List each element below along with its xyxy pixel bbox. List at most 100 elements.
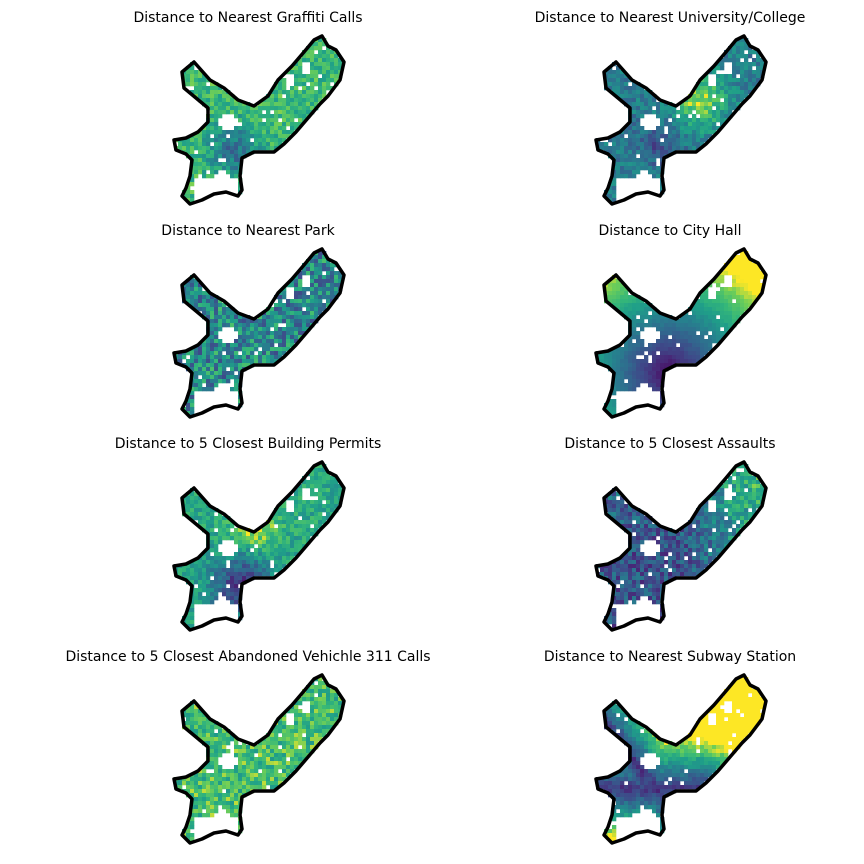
heat-cell	[294, 500, 299, 505]
heat-cell	[652, 785, 657, 790]
heat-cell	[728, 319, 733, 324]
heat-cell	[298, 761, 303, 766]
heat-cell	[612, 777, 617, 782]
heat-cell	[306, 323, 311, 328]
heat-cell	[668, 785, 673, 790]
heat-cell	[238, 536, 243, 541]
heat-cell	[732, 62, 737, 67]
heat-cell	[202, 512, 207, 517]
heat-cell	[314, 685, 319, 690]
heat-cell	[632, 516, 637, 521]
heat-cell	[222, 536, 227, 541]
heat-cell	[282, 725, 287, 730]
heat-cell	[298, 524, 303, 529]
heat-cell	[206, 508, 211, 513]
heat-cell	[242, 789, 247, 794]
heat-cell	[330, 279, 335, 284]
heat-cell	[720, 745, 725, 750]
heat-cell	[302, 697, 307, 702]
heat-cell	[222, 797, 227, 802]
heat-cell	[736, 58, 741, 63]
heat-cell	[692, 102, 697, 107]
heat-cell	[282, 741, 287, 746]
heat-cell	[270, 347, 275, 352]
heat-cell	[242, 331, 247, 336]
heat-cell	[282, 753, 287, 758]
heat-cell	[740, 701, 745, 706]
heat-cell	[322, 693, 327, 698]
heat-cell	[266, 769, 271, 774]
heat-cell	[704, 540, 709, 545]
heat-cell	[748, 90, 753, 95]
heat-cell	[632, 166, 637, 171]
heat-cell	[656, 367, 661, 372]
heat-cell	[318, 685, 323, 690]
heat-cell	[668, 761, 673, 766]
heat-cell	[294, 536, 299, 541]
heat-cell	[688, 343, 693, 348]
heat-cell	[238, 106, 243, 111]
heat-cell	[644, 379, 649, 384]
heat-cell	[600, 355, 605, 360]
heat-cell	[620, 496, 625, 501]
heat-cell	[294, 753, 299, 758]
heat-cell	[270, 307, 275, 312]
heat-cell	[660, 536, 665, 541]
heat-cell	[218, 134, 223, 139]
heat-cell	[286, 741, 291, 746]
heat-cell	[286, 737, 291, 742]
heat-cell	[724, 713, 729, 718]
heat-cell	[234, 126, 239, 131]
heat-cell	[744, 259, 749, 264]
heat-cell	[306, 106, 311, 111]
heat-cell	[700, 98, 705, 103]
heat-cell	[222, 564, 227, 569]
heat-cell	[242, 777, 247, 782]
heat-cell	[202, 813, 207, 818]
heat-cell	[322, 689, 327, 694]
heat-cell	[198, 90, 203, 95]
heat-cell	[306, 689, 311, 694]
heat-cell	[210, 82, 215, 87]
heat-cell	[636, 158, 641, 163]
heat-cell	[190, 496, 195, 501]
heat-cell	[282, 126, 287, 131]
heat-cell	[250, 773, 255, 778]
heat-cell	[640, 94, 645, 99]
heat-cell	[270, 540, 275, 545]
heat-cell	[302, 717, 307, 722]
heat-cell	[616, 359, 621, 364]
heat-cell	[740, 464, 745, 469]
heat-cell	[218, 729, 223, 734]
heat-cell	[700, 753, 705, 758]
heat-cell	[652, 347, 657, 352]
heat-cell	[732, 106, 737, 111]
heat-cell	[334, 271, 339, 276]
heat-cell	[716, 118, 721, 123]
heat-cell	[740, 524, 745, 529]
heat-cell	[696, 110, 701, 115]
heat-cell	[700, 118, 705, 123]
heat-cell	[190, 608, 195, 613]
heat-cell	[226, 568, 231, 573]
heat-cell	[234, 154, 239, 159]
heat-cell	[648, 769, 653, 774]
heat-cell	[214, 166, 219, 171]
heat-cell	[266, 560, 271, 565]
heat-cell	[652, 592, 657, 597]
heat-cell	[692, 106, 697, 111]
heat-cell	[624, 150, 629, 155]
heat-cell	[744, 263, 749, 268]
heat-cell	[326, 291, 331, 296]
heat-cell	[246, 785, 251, 790]
heat-cell	[302, 86, 307, 91]
heat-cell	[226, 162, 231, 167]
heat-cell	[314, 98, 319, 103]
heat-cell	[262, 351, 267, 356]
heat-cell	[732, 58, 737, 63]
heat-cell	[238, 319, 243, 324]
heat-cell	[688, 142, 693, 147]
heat-cell	[744, 267, 749, 272]
heat-cell	[720, 496, 725, 501]
heat-cell	[692, 331, 697, 336]
